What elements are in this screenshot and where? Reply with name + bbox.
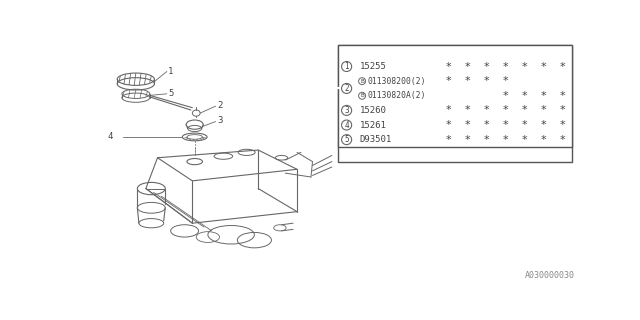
Text: 86: 86 (463, 47, 472, 57)
Text: *: * (465, 135, 470, 145)
Text: B: B (360, 93, 364, 98)
Text: *: * (502, 76, 508, 86)
Text: *: * (541, 91, 547, 101)
Text: B: B (360, 79, 364, 84)
Text: *: * (484, 135, 489, 145)
Text: *: * (522, 135, 527, 145)
Text: *: * (445, 135, 451, 145)
Bar (338, 44, 572, 147)
Text: 01130820A(2): 01130820A(2) (367, 91, 426, 100)
Text: 4: 4 (107, 132, 113, 141)
Text: *: * (541, 120, 547, 130)
Text: *: * (484, 61, 489, 71)
Text: *: * (541, 105, 547, 116)
Text: 15261: 15261 (360, 121, 387, 130)
Text: 5: 5 (168, 89, 173, 98)
Text: *: * (465, 76, 470, 86)
Text: *: * (484, 120, 489, 130)
Text: 011308200(2): 011308200(2) (367, 76, 426, 86)
Text: 90: 90 (539, 47, 548, 57)
Text: 15255: 15255 (360, 62, 387, 71)
Text: 3: 3 (217, 116, 223, 125)
Text: 88: 88 (501, 47, 510, 57)
Text: *: * (522, 120, 527, 130)
Circle shape (342, 105, 351, 116)
Circle shape (342, 84, 351, 93)
Circle shape (342, 135, 351, 145)
Text: 5: 5 (344, 135, 349, 144)
Text: 91: 91 (558, 47, 567, 57)
Text: *: * (502, 135, 508, 145)
Text: 4: 4 (344, 121, 349, 130)
Circle shape (342, 61, 351, 71)
Text: *: * (541, 135, 547, 145)
Text: 1: 1 (168, 67, 173, 76)
Text: *: * (502, 105, 508, 116)
Text: 15260: 15260 (360, 106, 387, 115)
Text: *: * (465, 105, 470, 116)
Circle shape (358, 92, 365, 99)
Text: *: * (560, 91, 565, 101)
Text: 85: 85 (444, 47, 453, 57)
Text: *: * (560, 135, 565, 145)
Text: PARTS CORD: PARTS CORD (370, 47, 424, 56)
Text: *: * (560, 120, 565, 130)
Text: *: * (465, 61, 470, 71)
Text: 2: 2 (344, 84, 349, 93)
Text: *: * (522, 91, 527, 101)
Text: *: * (465, 120, 470, 130)
Text: *: * (522, 61, 527, 71)
Text: *: * (502, 91, 508, 101)
Text: *: * (560, 105, 565, 116)
Text: *: * (445, 61, 451, 71)
Text: *: * (484, 105, 489, 116)
Text: 1: 1 (344, 62, 349, 71)
Text: *: * (522, 105, 527, 116)
Bar (338, 44, 572, 162)
Circle shape (358, 78, 365, 84)
Text: 3: 3 (344, 106, 349, 115)
Text: A030000030: A030000030 (524, 271, 575, 280)
Circle shape (342, 120, 351, 130)
Text: *: * (560, 61, 565, 71)
Text: *: * (502, 61, 508, 71)
Text: D93501: D93501 (360, 135, 392, 144)
Text: 87: 87 (482, 47, 491, 57)
Text: *: * (445, 105, 451, 116)
Text: *: * (445, 76, 451, 86)
Text: *: * (502, 120, 508, 130)
Text: *: * (541, 61, 547, 71)
Text: *: * (484, 76, 489, 86)
Text: *: * (445, 120, 451, 130)
Text: 2: 2 (217, 101, 223, 110)
Text: 89: 89 (520, 47, 529, 57)
